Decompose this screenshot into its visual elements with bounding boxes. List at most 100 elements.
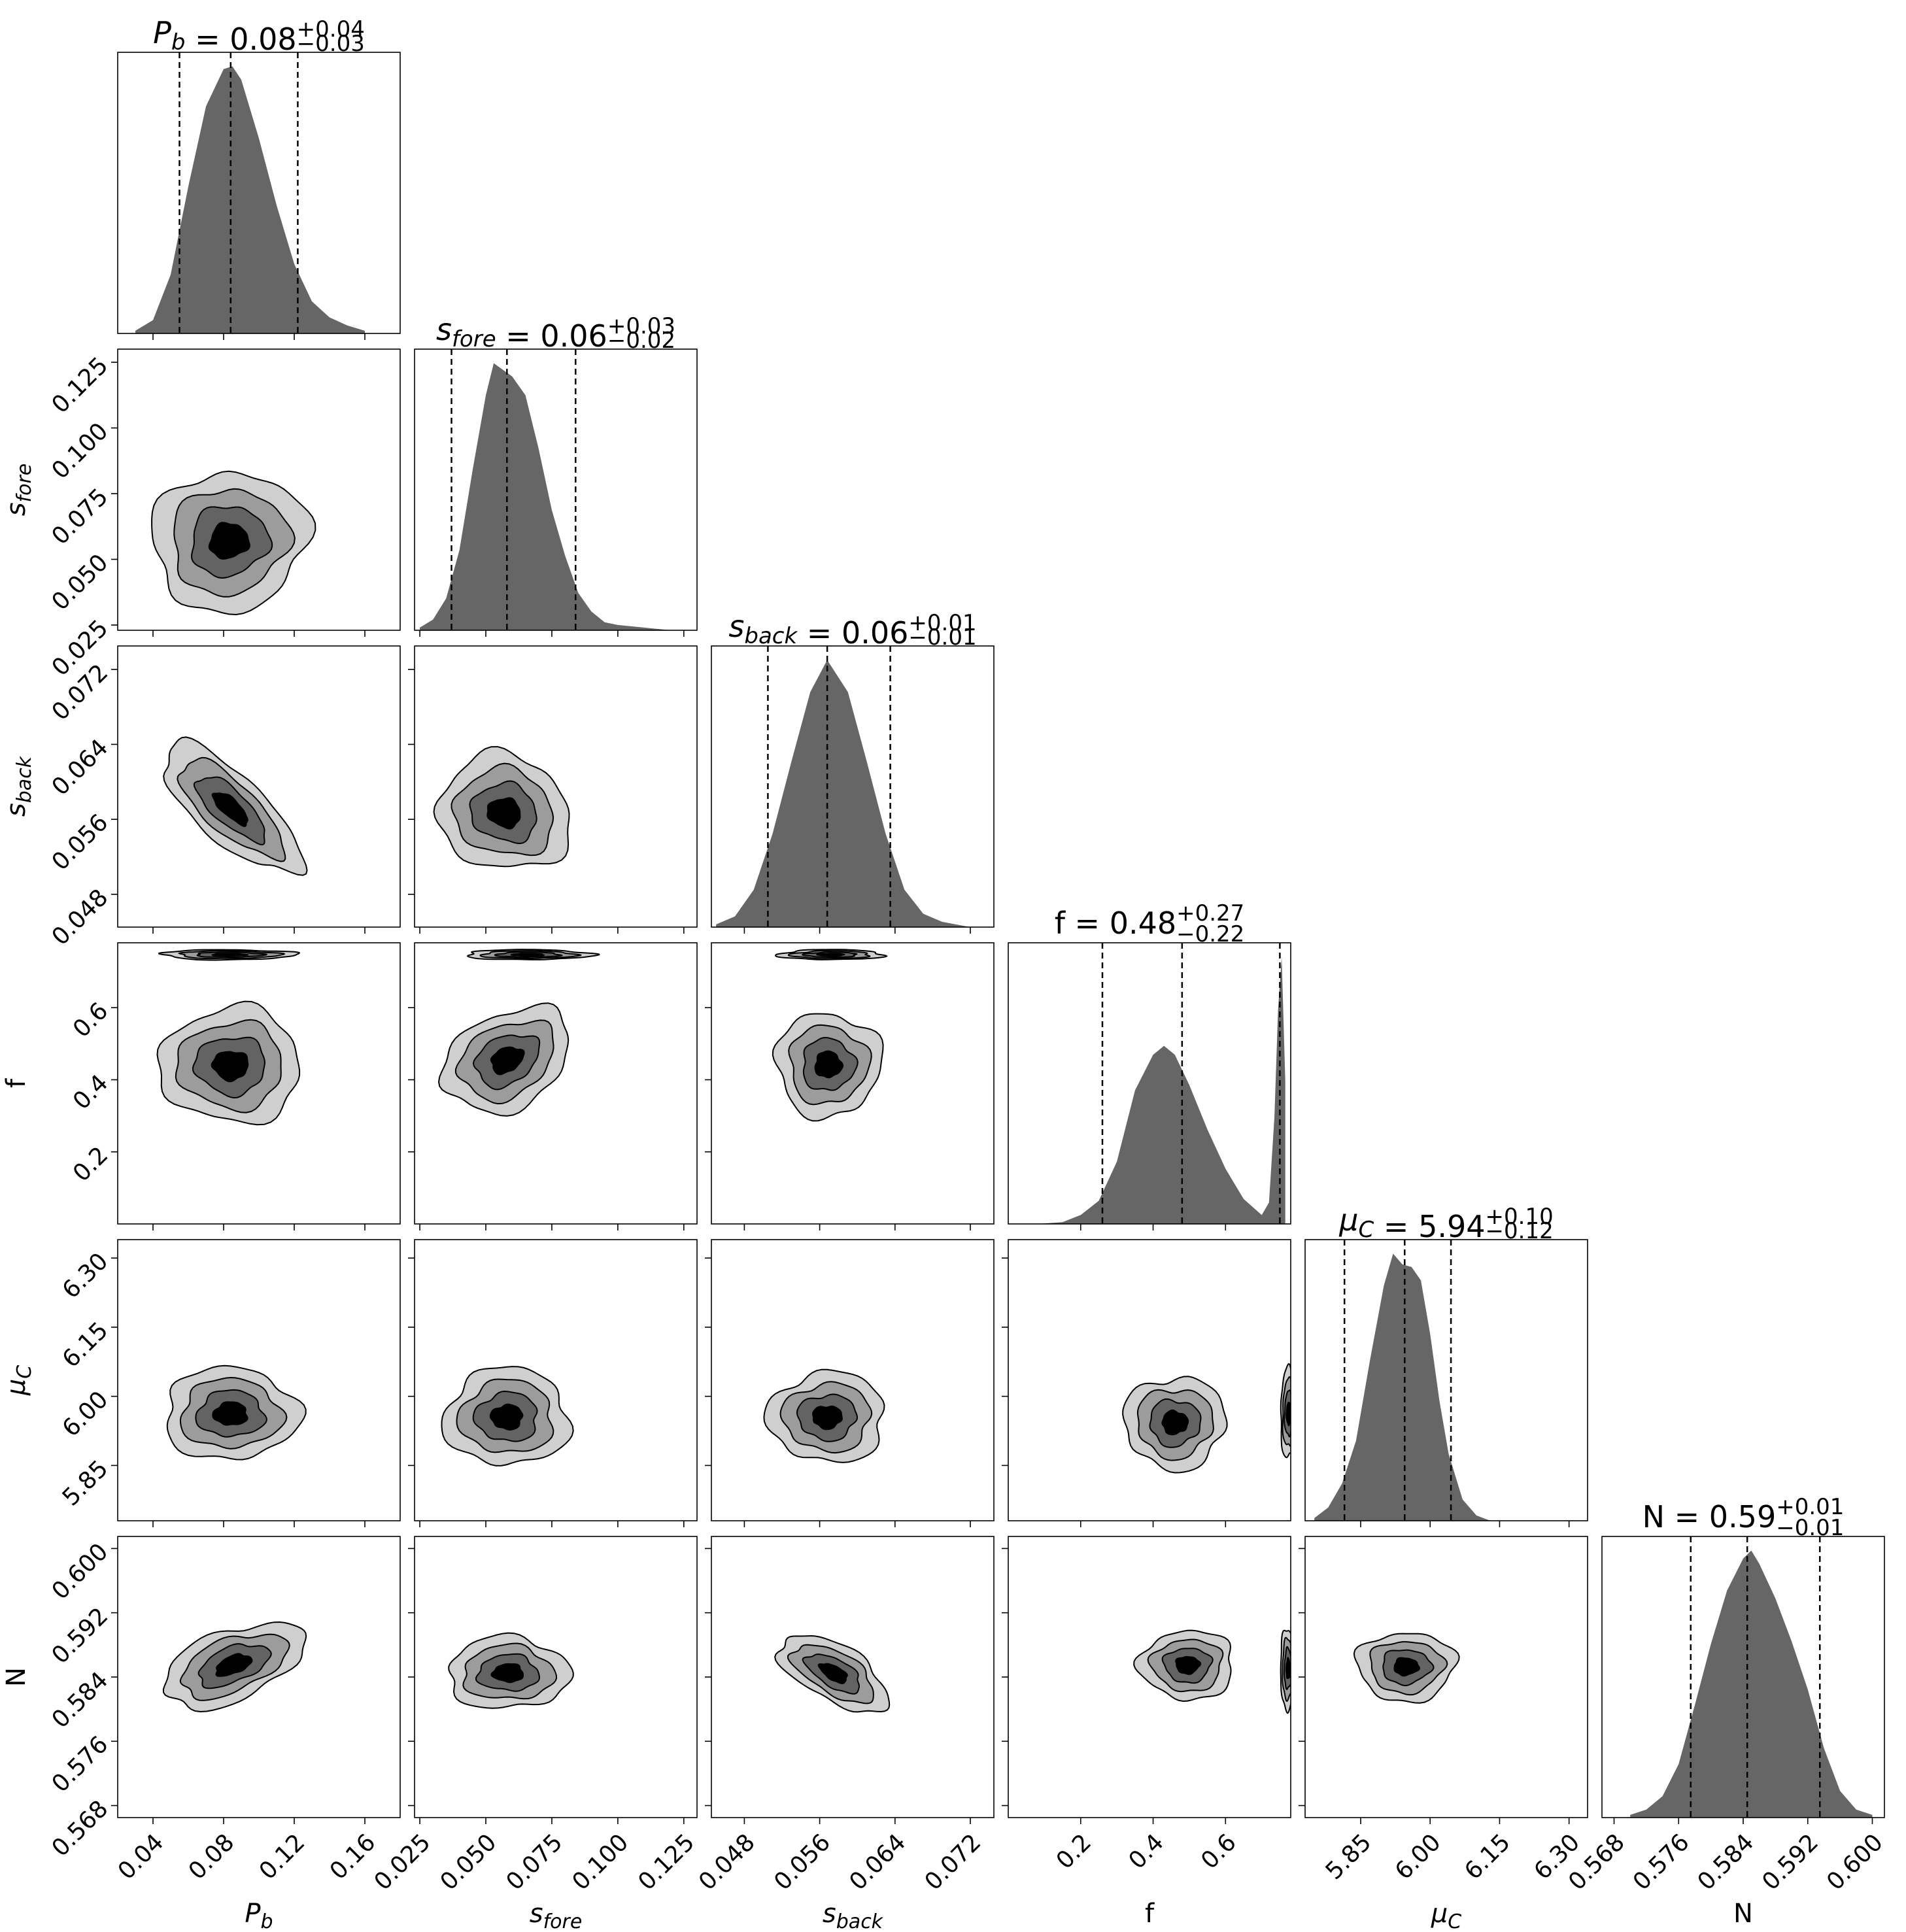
title-subscript: back [744, 623, 798, 649]
marginal-density-sback [716, 660, 970, 927]
title-minus: −0.01 [908, 624, 976, 651]
marginal-density-n [1630, 1550, 1873, 1818]
title-symbol: s [436, 312, 452, 347]
y-axis-label-n-symbol: N [1, 1667, 31, 1687]
marginal-density-f [1037, 957, 1285, 1224]
contour-level-4 [1285, 1401, 1291, 1427]
x-tick-label: 0.08 [184, 1829, 240, 1885]
title-plus: +0.03 [607, 313, 675, 339]
y-tick-label: 0.064 [47, 734, 114, 801]
y-tick-label: 0.568 [47, 1795, 114, 1862]
title-equals: = [1665, 1499, 1709, 1534]
marginal-title-sfore: sfore = 0.06+0.03 [436, 312, 675, 354]
x-axis-f: 0.2 0.4 0.6 f [1051, 1829, 1242, 1929]
marginal-density-muc [1314, 1253, 1523, 1521]
x-tick-label: 0.600 [1822, 1829, 1888, 1895]
x-tick-label: 0.2 [1051, 1829, 1097, 1874]
ticks-2-2 [743, 927, 971, 934]
x-tick-label: 0.4 [1124, 1829, 1169, 1874]
x-axis-label-pb-subscript: b [261, 1910, 273, 1932]
marginal-title-f: f = 0.48+0.27 [1055, 900, 1245, 941]
panel-frame [117, 645, 401, 928]
panel-frame [117, 1239, 401, 1521]
ticks-1-4 [408, 1257, 685, 1527]
title-equals: = [185, 22, 230, 57]
ticks-0-1 [111, 362, 366, 637]
title-symbol: P [153, 15, 171, 50]
marginal-title-n: N = 0.59+0.01 [1642, 1494, 1845, 1534]
y-axis-muc: 5.85 6.00 6.15 6.30 μC [1, 1248, 113, 1512]
x-axis-label-pb: Pb [245, 1899, 273, 1932]
x-axis-label-muc-symbol: μ [1431, 1899, 1448, 1929]
contour-level-4 [211, 1051, 249, 1083]
y-tick-label: 0.584 [47, 1667, 114, 1733]
contour-level-4 [817, 1663, 848, 1685]
panel-frame [117, 52, 401, 334]
x-tick-label: 0.048 [694, 1829, 760, 1895]
contour-level-4 [1393, 1657, 1421, 1677]
ticks-0-4 [111, 1257, 366, 1527]
panel-frame [1008, 942, 1291, 1225]
y-axis-label-f-symbol: f [1, 1078, 31, 1088]
title-subscript: C [1359, 1217, 1374, 1243]
x-axis-label-muc: μC [1431, 1899, 1461, 1932]
title-plus: +0.04 [297, 16, 365, 42]
y-tick-label: 0.048 [47, 884, 114, 951]
title-minus: −0.01 [1776, 1515, 1844, 1541]
contour-level-4 [1161, 1409, 1189, 1436]
x-axis-label-n: N [1733, 1899, 1753, 1929]
marginal-panel-sfore: sfore = 0.06+0.03−0.02 [414, 312, 698, 631]
x-axis-label-f: f [1145, 1899, 1155, 1929]
title-minus: −0.22 [1176, 921, 1244, 947]
marginal-title-muc: μC = 5.94+0.10 [1338, 1202, 1553, 1244]
y-tick-label: 6.15 [58, 1317, 114, 1373]
x-tick-label: 0.050 [435, 1829, 502, 1895]
y-tick-label: 0.592 [47, 1602, 114, 1669]
contour-level-4 [1175, 1655, 1202, 1675]
y-tick-label: 6.30 [58, 1248, 114, 1304]
title-subscript: b [171, 29, 186, 56]
contour-level-4 [510, 953, 545, 957]
ticks-1-3 [408, 1007, 685, 1230]
contour-level-4 [208, 522, 250, 560]
marginal-title-sback: sback = 0.06+0.01 [728, 609, 976, 651]
ticks-2-5 [705, 1548, 971, 1824]
x-tick-label: 0.6 [1196, 1829, 1241, 1874]
contour-panel-sback-n [711, 1536, 995, 1818]
panel-frame [414, 942, 698, 1225]
y-axis-label-f: f [1, 1078, 31, 1088]
y-tick-label: 0.075 [47, 483, 114, 550]
contour-panel-sfore-sback [414, 645, 698, 928]
y-tick-label: 0.6 [68, 998, 113, 1043]
x-tick-label: 0.075 [502, 1829, 568, 1895]
x-axis-sfore: 0.025 0.050 0.075 0.100 0.125 sfore [369, 1829, 700, 1932]
ticks-1-5 [408, 1548, 685, 1824]
x-tick-label: 0.12 [254, 1829, 311, 1885]
panel-frame [711, 942, 995, 1225]
panel-frame [117, 942, 401, 1225]
x-tick-label: 0.072 [920, 1829, 987, 1895]
contour-level-4 [490, 1046, 525, 1076]
x-tick-label: 0.125 [633, 1829, 700, 1895]
contour-panel-f-n [1008, 1536, 1291, 1818]
x-axis-sback: 0.048 0.056 0.064 0.072 sback [694, 1829, 986, 1932]
x-tick-label: 0.04 [113, 1829, 169, 1885]
marginal-panel-sback: sback = 0.06+0.01−0.01 [711, 609, 995, 928]
x-tick-label: 0.576 [1628, 1829, 1695, 1895]
contour-level-4 [812, 1405, 843, 1431]
ticks-3-5 [1002, 1548, 1227, 1824]
x-tick-label: 6.00 [1390, 1829, 1446, 1885]
x-axis-label-f-symbol: f [1145, 1899, 1155, 1929]
ticks-2-4 [705, 1257, 971, 1527]
y-axis-label-n: N [1, 1667, 31, 1687]
title-equals: = [1065, 906, 1110, 941]
y-axis-label-muc: μC [1, 1365, 36, 1396]
panel-frame [414, 645, 698, 928]
marginal-density-pb [135, 66, 365, 333]
x-axis-label-muc-subscript: C [1448, 1910, 1461, 1932]
title-equals: = [496, 318, 541, 354]
title-plus: +0.10 [1486, 1204, 1554, 1230]
panel-frame [117, 348, 401, 631]
contour-panel-sfore-n [414, 1536, 698, 1818]
